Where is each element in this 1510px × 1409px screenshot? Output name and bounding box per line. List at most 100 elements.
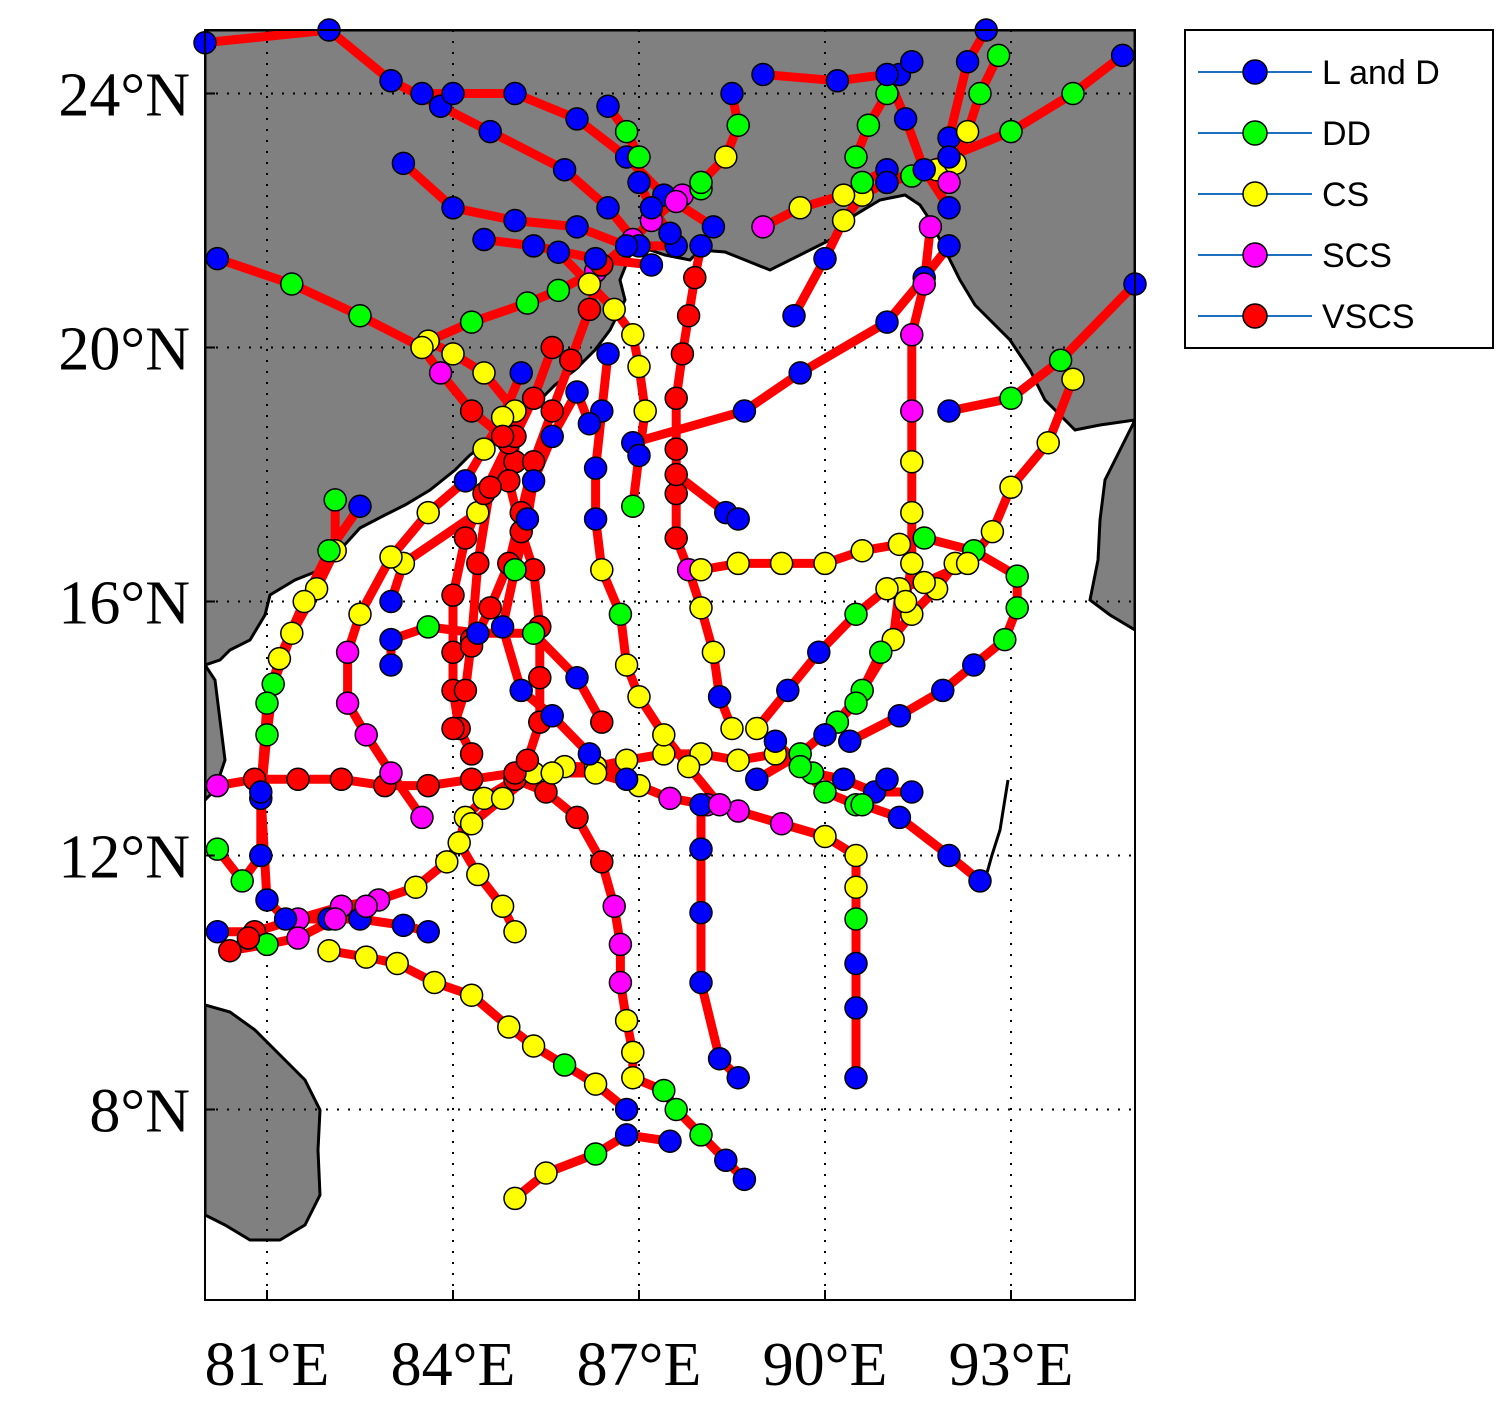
- track-point-dd: [552, 1053, 577, 1077]
- track-point-vscs: [540, 335, 564, 360]
- track-point-vscs: [683, 265, 707, 290]
- track-point-dd: [323, 488, 347, 512]
- track-point-cs: [354, 945, 378, 969]
- track-point-l-and-d: [466, 621, 490, 645]
- track-point-l-and-d: [875, 310, 899, 334]
- track-point-vscs: [459, 767, 484, 792]
- track-point-l-and-d: [410, 81, 434, 106]
- track-point-vscs: [218, 939, 242, 963]
- track-point-cs: [627, 354, 651, 379]
- track-point-vscs: [236, 926, 261, 950]
- track-point-vscs: [441, 583, 465, 607]
- track-point-l-and-d: [707, 1046, 732, 1071]
- track-point-l-and-d: [472, 227, 496, 252]
- track-point-l-and-d: [838, 729, 862, 753]
- track-point-l-and-d: [391, 913, 416, 938]
- track-point-l-and-d: [540, 704, 564, 728]
- track-point-l-and-d: [893, 107, 918, 131]
- track-point-cs: [447, 831, 471, 855]
- track-point-l-and-d: [583, 507, 608, 531]
- y-tick-label: 8°N: [89, 1078, 190, 1146]
- track-point-scs: [428, 361, 453, 385]
- track-point-dd: [788, 754, 812, 779]
- track-point-l-and-d: [509, 678, 533, 703]
- track-point-cs: [887, 532, 912, 557]
- track-point-dd: [844, 691, 868, 715]
- track-point-cs: [416, 500, 440, 525]
- track-point-l-and-d: [875, 62, 899, 87]
- track-point-dd: [912, 526, 936, 550]
- track-point-cs: [1036, 431, 1060, 455]
- track-point-vscs: [478, 596, 502, 620]
- track-point-l-and-d: [614, 234, 639, 258]
- track-point-l-and-d: [658, 1129, 682, 1153]
- track-point-l-and-d: [255, 888, 279, 912]
- track-point-l-and-d: [565, 665, 589, 690]
- track-point-cs: [614, 1008, 639, 1033]
- track-point-cs: [689, 558, 713, 582]
- track-point-l-and-d: [844, 996, 868, 1020]
- track-point-l-and-d: [540, 424, 564, 449]
- track-point-vscs: [515, 748, 540, 772]
- legend-marker-ld: [1242, 59, 1268, 85]
- legend-label-cs: CS: [1322, 176, 1369, 214]
- track-segment: [324, 30, 396, 86]
- track-point-cs: [422, 970, 447, 995]
- x-tick-label: 81°E: [205, 1331, 330, 1399]
- legend: L and D DD CS SCS VSCS: [1184, 29, 1494, 349]
- track-point-l-and-d: [937, 145, 961, 169]
- track-point-dd: [689, 170, 713, 195]
- track-point-dd: [1061, 81, 1085, 106]
- track-point-cs: [385, 951, 409, 976]
- track-point-dd: [869, 640, 893, 665]
- track-point-vscs: [664, 386, 688, 411]
- track-point-l-and-d: [416, 919, 440, 944]
- track-point-vscs: [676, 304, 701, 328]
- sri-lanka-land: [205, 1003, 322, 1242]
- track-point-dd: [255, 723, 279, 747]
- track-point-dd: [348, 304, 372, 328]
- track-point-l-and-d: [776, 678, 800, 703]
- track-point-scs: [900, 399, 924, 423]
- y-tick-label: 12°N: [58, 824, 190, 892]
- track-segment: [944, 57, 973, 143]
- track-point-dd: [416, 615, 440, 639]
- track-point-cs: [745, 716, 769, 741]
- track-point-cs: [893, 589, 918, 614]
- track-point-cs: [955, 119, 980, 144]
- track-point-vscs: [577, 297, 602, 322]
- track-point-cs: [521, 1034, 546, 1058]
- track-point-cs: [490, 786, 515, 811]
- track-point-dd: [999, 119, 1023, 144]
- track-point-l-and-d: [639, 196, 664, 220]
- track-point-l-and-d: [441, 81, 465, 106]
- track-point-dd: [850, 170, 874, 195]
- track-point-vscs: [565, 805, 589, 830]
- track-point-l-and-d: [391, 151, 416, 176]
- track-point-l-and-d: [577, 742, 602, 766]
- track-point-cs: [267, 646, 292, 671]
- track-point-dd: [1005, 596, 1029, 620]
- track-point-scs: [205, 773, 230, 798]
- track-point-cs: [714, 145, 738, 169]
- track-point-cs: [379, 545, 403, 569]
- track-point-dd: [614, 119, 639, 144]
- track-point-l-and-d: [577, 411, 602, 436]
- track-point-dd: [689, 1123, 713, 1147]
- track-segment: [287, 279, 365, 321]
- legend-marker-dd: [1242, 120, 1268, 146]
- track-point-cs: [912, 570, 936, 595]
- y-tick-label: 24°N: [58, 62, 190, 130]
- track-point-l-and-d: [689, 837, 713, 861]
- track-point-scs: [664, 189, 688, 214]
- track-point-scs: [354, 894, 378, 919]
- track-point-cs: [404, 875, 428, 899]
- track-point-dd: [503, 558, 527, 582]
- track-point-cs: [769, 551, 794, 576]
- track-point-l-and-d: [565, 380, 589, 404]
- track-point-l-and-d: [726, 507, 750, 531]
- track-point-vscs: [490, 424, 515, 449]
- track-point-l-and-d: [937, 234, 961, 258]
- track-point-vscs: [286, 767, 310, 792]
